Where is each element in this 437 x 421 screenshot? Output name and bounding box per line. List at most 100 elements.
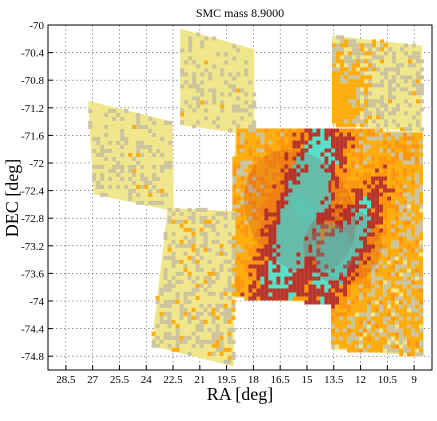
- density-pixel: [351, 99, 356, 104]
- density-pixel: [379, 192, 384, 197]
- density-pixel: [391, 252, 396, 257]
- density-pixel: [320, 220, 325, 225]
- density-pixel: [236, 156, 241, 161]
- density-pixel: [355, 99, 360, 104]
- density-pixel: [419, 59, 424, 64]
- density-pixel: [199, 283, 204, 288]
- density-pixel: [244, 180, 249, 185]
- density-pixel: [335, 79, 340, 84]
- density-pixel: [308, 180, 313, 185]
- density-pixel: [328, 240, 333, 245]
- density-pixel: [219, 331, 224, 336]
- density-pixel: [399, 332, 404, 337]
- density-pixel: [300, 164, 305, 169]
- density-pixel: [347, 103, 352, 108]
- density-pixel: [335, 264, 340, 269]
- density-pixel: [324, 260, 329, 265]
- density-pixel: [104, 112, 109, 117]
- density-pixel: [347, 208, 352, 213]
- density-pixel: [351, 168, 356, 173]
- density-pixel: [211, 291, 216, 296]
- density-pixel: [411, 248, 416, 253]
- density-pixel: [300, 260, 305, 265]
- density-pixel: [159, 311, 164, 316]
- density-pixel: [419, 220, 424, 225]
- density-pixel: [248, 264, 253, 269]
- density-pixel: [367, 144, 372, 149]
- density-pixel: [379, 232, 384, 237]
- density-pixel: [407, 296, 412, 301]
- density-pixel: [363, 152, 368, 157]
- density-pixel: [351, 176, 356, 181]
- density-pixel: [208, 88, 213, 93]
- density-pixel: [272, 188, 277, 193]
- density-pixel: [339, 248, 344, 253]
- density-pixel: [296, 288, 301, 293]
- density-pixel: [351, 244, 356, 249]
- density-pixel: [403, 168, 408, 173]
- density-pixel: [343, 196, 348, 201]
- density-pixel: [335, 184, 340, 189]
- density-pixel: [351, 140, 356, 145]
- density-pixel: [264, 260, 269, 265]
- density-pixel: [316, 192, 321, 197]
- density-pixel: [128, 188, 133, 193]
- density-pixel: [252, 284, 257, 289]
- density-pixel: [339, 204, 344, 209]
- density-pixel: [96, 180, 101, 185]
- density-pixel: [375, 111, 380, 116]
- tile-north-east: [180, 28, 257, 136]
- density-pixel: [308, 192, 313, 197]
- density-pixel: [395, 164, 400, 169]
- density-pixel: [339, 59, 344, 64]
- density-pixel: [407, 140, 412, 145]
- density-pixel: [252, 132, 257, 137]
- density-pixel: [407, 184, 412, 189]
- density-pixel: [324, 160, 329, 165]
- density-pixel: [363, 103, 368, 108]
- density-pixel: [347, 172, 352, 177]
- density-pixel: [371, 160, 376, 165]
- density-pixel: [363, 192, 368, 197]
- density-pixel: [100, 192, 105, 197]
- density-pixel: [328, 288, 333, 293]
- density-pixel: [407, 224, 412, 229]
- density-pixel: [371, 176, 376, 181]
- density-pixel: [183, 267, 188, 272]
- density-pixel: [375, 308, 380, 313]
- density-pixel: [240, 160, 245, 165]
- density-pixel: [268, 292, 273, 297]
- density-pixel: [355, 256, 360, 261]
- density-pixel: [331, 67, 336, 72]
- density-pixel: [351, 264, 356, 269]
- density-pixel: [395, 328, 400, 333]
- density-pixel: [227, 279, 232, 284]
- density-pixel: [231, 287, 236, 292]
- density-pixel: [351, 115, 356, 120]
- density-pixel: [411, 164, 416, 169]
- density-pixel: [304, 216, 309, 221]
- density-pixel: [411, 204, 416, 209]
- density-pixel: [195, 259, 200, 264]
- density-pixel: [196, 120, 201, 125]
- density-pixel: [231, 247, 236, 252]
- density-pixel: [231, 235, 236, 240]
- density-pixel: [191, 315, 196, 320]
- density-pixel: [335, 136, 340, 141]
- density-pixel: [252, 280, 257, 285]
- density-pixel: [232, 196, 237, 201]
- density-pixel: [236, 196, 241, 201]
- density-pixel: [300, 276, 305, 281]
- density-pixel: [359, 324, 364, 329]
- density-pixel: [244, 208, 249, 213]
- density-pixel: [280, 192, 285, 197]
- density-pixel: [152, 184, 157, 189]
- density-pixel: [296, 232, 301, 237]
- density-pixel: [403, 228, 408, 233]
- density-pixel: [171, 251, 176, 256]
- density-pixel: [363, 140, 368, 145]
- density-pixel: [276, 296, 281, 301]
- density-pixel: [355, 328, 360, 333]
- density-pixel: [387, 79, 392, 84]
- density-pixel: [312, 128, 317, 133]
